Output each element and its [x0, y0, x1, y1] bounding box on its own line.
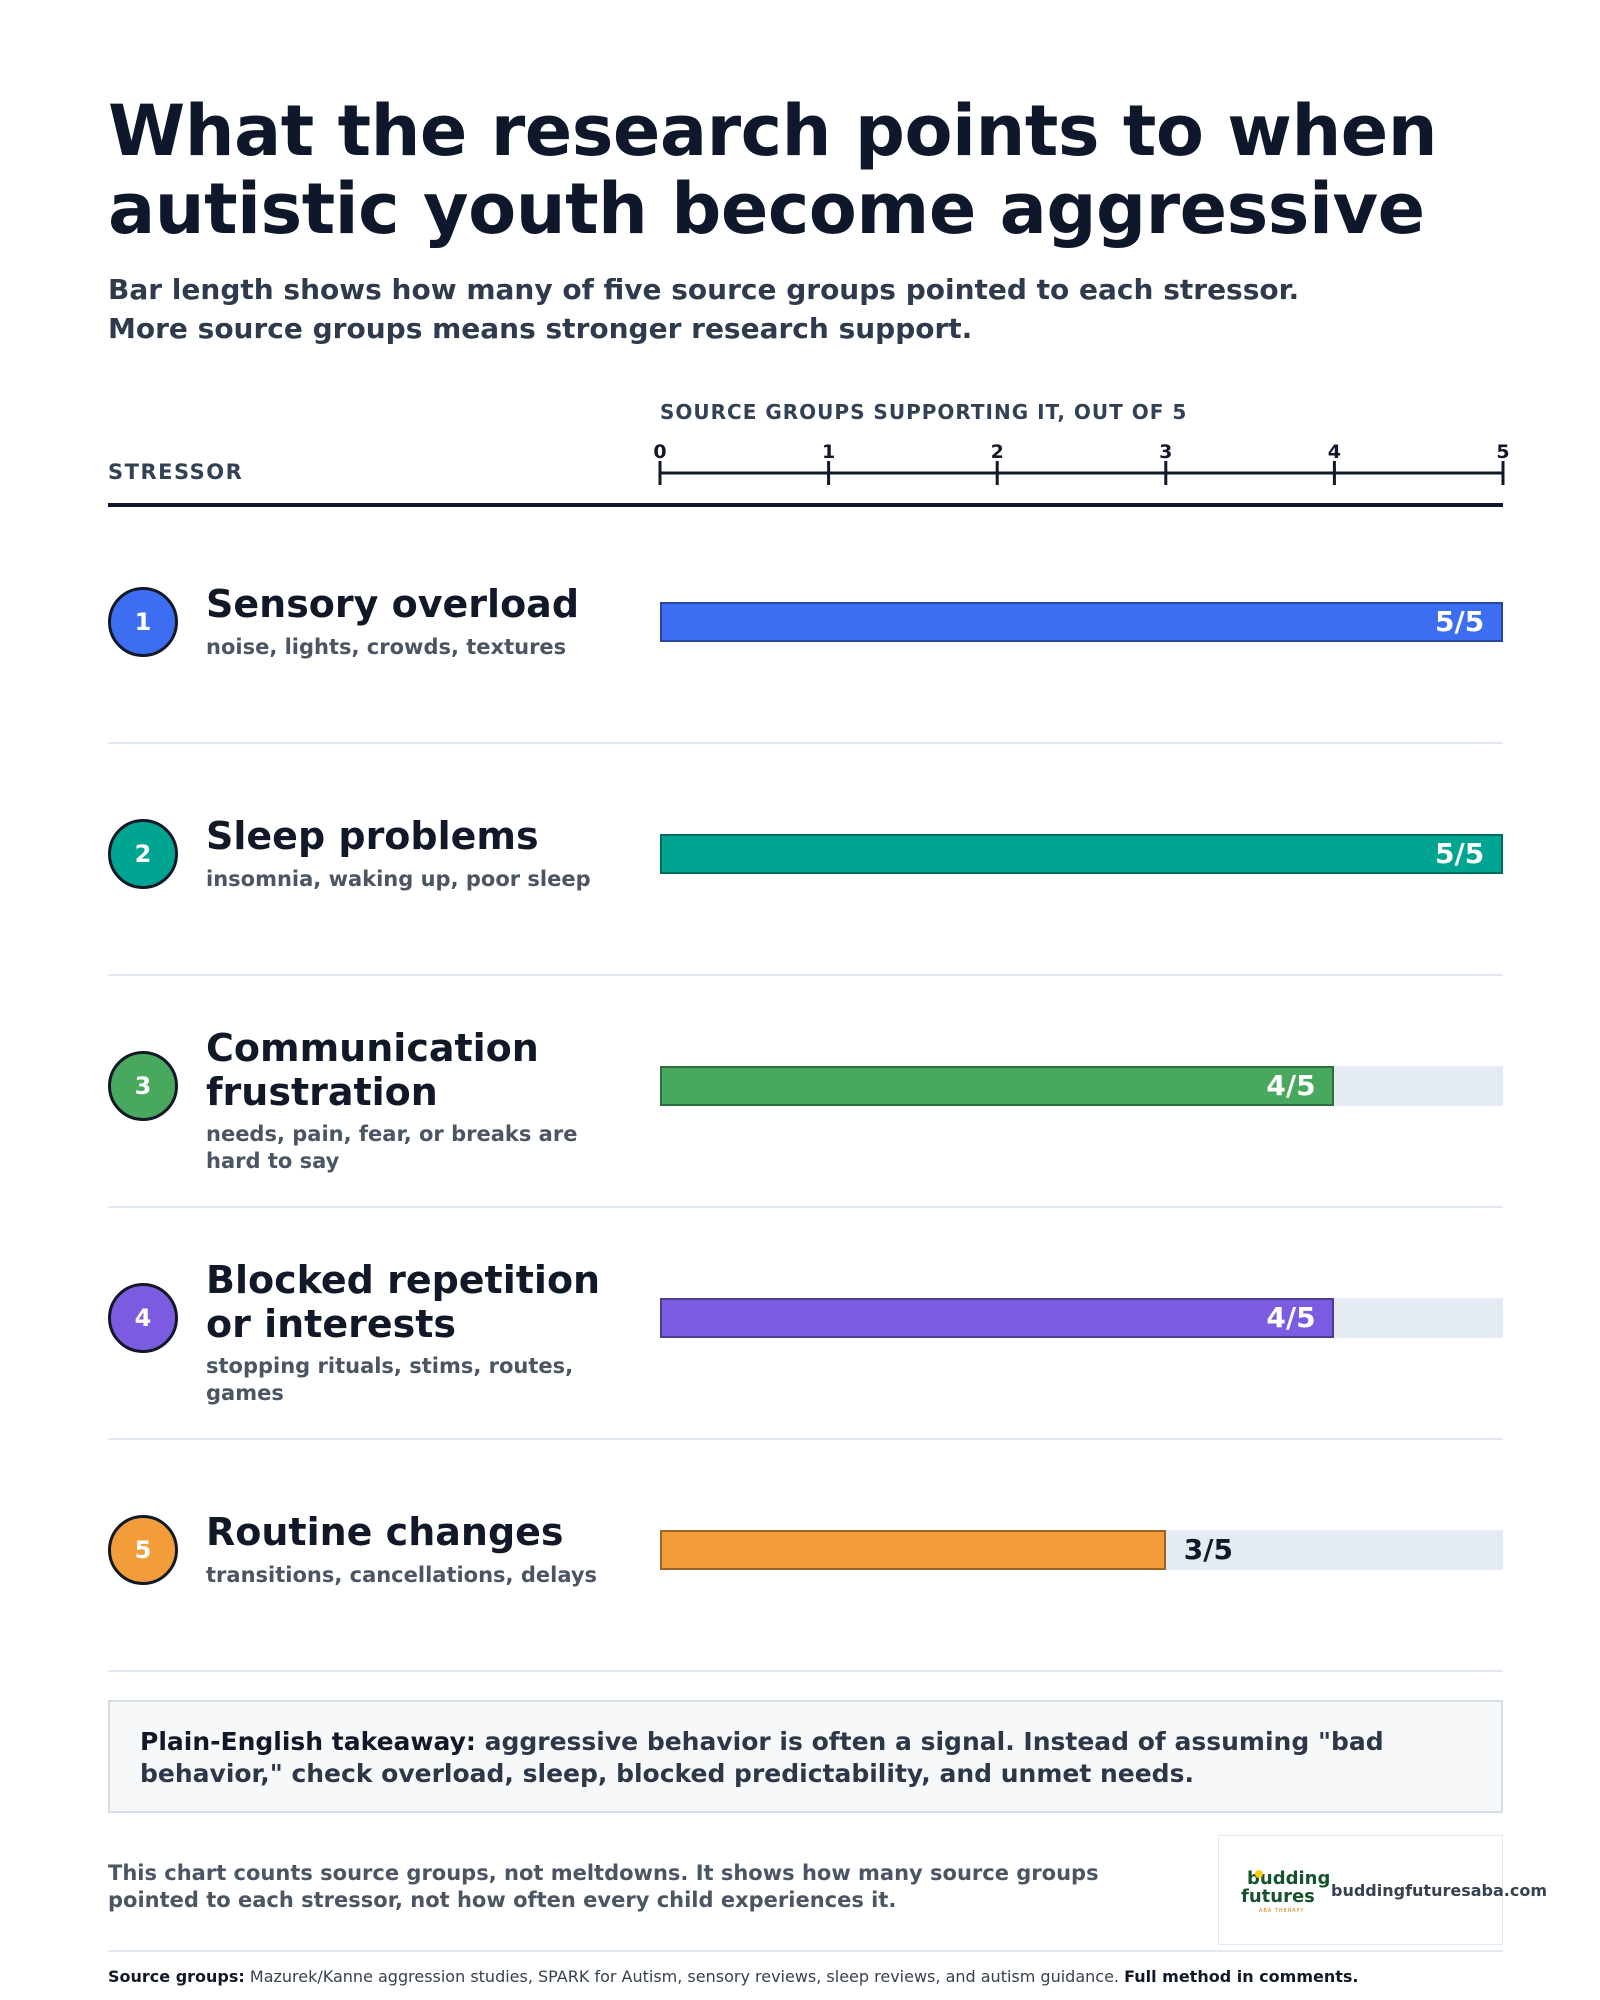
row-divider [108, 1670, 1503, 1672]
stressor-label: Communication frustration [206, 1026, 539, 1114]
stressor-label: Sensory overload [206, 582, 580, 626]
axis-tick-label: 5 [1496, 441, 1509, 463]
axis-tick-label: 4 [1328, 441, 1341, 463]
bar-value-label: 3/5 [1183, 1533, 1233, 1566]
row-divider [108, 742, 1503, 744]
axis-tick-label: 3 [1159, 441, 1172, 463]
logo-tagline: ABA THERAPY [1259, 1908, 1305, 1914]
stressor-row: 1 Sensory overload noise, lights, crowds, … [108, 512, 1503, 744]
takeaway-box: Plain-English takeaway: aggressive behav… [108, 1700, 1503, 1813]
stressor-label: Routine changes [206, 1510, 564, 1554]
rank-badge: 1 [108, 587, 178, 657]
bar-track: 4/5 [660, 1298, 1503, 1338]
bottom-rule [108, 1950, 1503, 1952]
stressor-label: Blocked repetition or interests [206, 1258, 601, 1346]
page-title: What the research points to when autisti… [108, 90, 1438, 250]
rank-badge: 4 [108, 1283, 178, 1353]
row-divider [108, 974, 1503, 976]
header-rule [108, 503, 1503, 507]
bar-value-label: 4/5 [1266, 1069, 1316, 1102]
bar-track: 5/5 [660, 834, 1503, 874]
brand-logo-box: budding futures ABA THERAPY buddingfutur… [1218, 1835, 1547, 1945]
x-axis: 0 1 2 3 4 5 [653, 441, 1510, 485]
rank-badge: 5 [108, 1515, 178, 1585]
takeaway-lead: Plain-English takeaway: [140, 1727, 476, 1756]
logo-word-futures: futures [1241, 1886, 1315, 1907]
stressor-column-heading: STRESSOR [108, 460, 244, 484]
bar [660, 1066, 1335, 1106]
sources-text: Mazurek/Kanne aggression studies, SPARK … [244, 1967, 1125, 1986]
rank-badge: 2 [108, 819, 178, 889]
axis-tick-label: 1 [822, 441, 835, 463]
stressor-examples: needs, pain, fear, or breaks are hard to… [206, 1122, 578, 1173]
stressor-examples: insomnia, waking up, poor sleep [206, 867, 591, 891]
sources-line: Source groups: Mazurek/Kanne aggression … [108, 1966, 1503, 1988]
brand-url: buddingfuturesaba.com [1331, 1881, 1548, 1900]
bar-track: 5/5 [660, 602, 1503, 642]
axis-tick-label: 2 [991, 441, 1004, 463]
bar-track: 4/5 [660, 1066, 1503, 1106]
page-subtitle: Bar length shows how many of five source… [108, 273, 1300, 345]
axis-tick-label: 0 [653, 441, 666, 463]
method-note: Full method in comments. [1124, 1967, 1359, 1986]
bar-value-label: 5/5 [1435, 605, 1485, 638]
bar [660, 1530, 1166, 1570]
stressor-examples: noise, lights, crowds, textures [206, 635, 567, 659]
stressor-label: Sleep problems [206, 814, 539, 858]
takeaway-text: aggressive behavior is often a signal. I… [140, 1727, 1384, 1788]
bar-value-label: 5/5 [1435, 837, 1485, 870]
logo-word-budding: budding [1247, 1868, 1331, 1889]
stressor-examples: stopping rituals, stims, routes, games [206, 1354, 574, 1405]
bar [660, 602, 1503, 642]
row-divider [108, 1206, 1503, 1208]
axis-title: SOURCE GROUPS SUPPORTING IT, OUT OF 5 [660, 400, 1188, 424]
footnote: This chart counts source groups, not mel… [108, 1861, 1099, 1912]
brand-logo: budding futures ABA THERAPY [1237, 1868, 1331, 1918]
row-divider [108, 1438, 1503, 1440]
bar-value-label: 4/5 [1266, 1301, 1316, 1334]
bar [660, 1298, 1335, 1338]
stressor-row: 4 Blocked repetition or interests stopping… [108, 1208, 1503, 1440]
rank-badge: 3 [108, 1051, 178, 1121]
bar [660, 834, 1503, 874]
stressor-row: 3 Communication frustration needs, pain, f… [108, 976, 1503, 1208]
stressor-row: 2 Sleep problems insomnia, waking up, poor… [108, 744, 1503, 976]
bar-track: 3/5 [660, 1530, 1503, 1570]
sprout-icon [1255, 1870, 1263, 1878]
stressor-examples: transitions, cancellations, delays [206, 1563, 598, 1587]
stressor-row: 5 Routine changes transitions, cancellatio… [108, 1440, 1503, 1672]
sources-lead: Source groups: [108, 1967, 245, 1986]
